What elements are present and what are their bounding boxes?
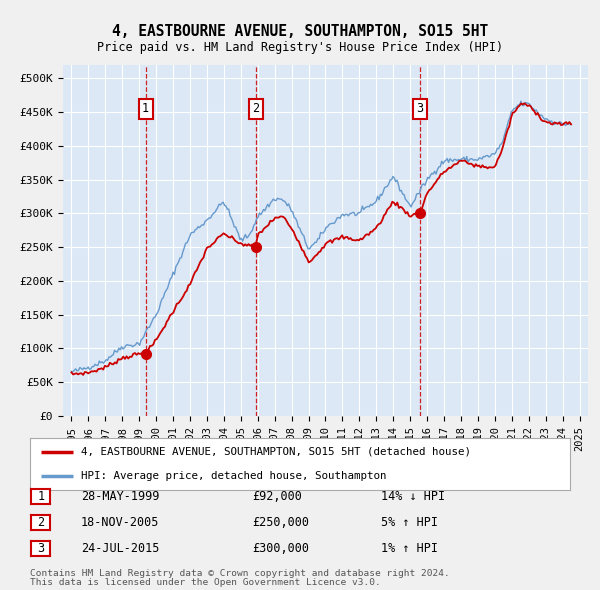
- Text: 4, EASTBOURNE AVENUE, SOUTHAMPTON, SO15 5HT: 4, EASTBOURNE AVENUE, SOUTHAMPTON, SO15 …: [112, 24, 488, 38]
- Text: 28-MAY-1999: 28-MAY-1999: [81, 490, 160, 503]
- Text: HPI: Average price, detached house, Southampton: HPI: Average price, detached house, Sout…: [82, 471, 387, 481]
- Text: 24-JUL-2015: 24-JUL-2015: [81, 542, 160, 555]
- Text: 5% ↑ HPI: 5% ↑ HPI: [381, 516, 438, 529]
- Text: 3: 3: [37, 542, 44, 555]
- Text: 1: 1: [37, 490, 44, 503]
- Text: 1% ↑ HPI: 1% ↑ HPI: [381, 542, 438, 555]
- Text: Price paid vs. HM Land Registry's House Price Index (HPI): Price paid vs. HM Land Registry's House …: [97, 41, 503, 54]
- Text: £250,000: £250,000: [252, 516, 309, 529]
- Text: 2: 2: [37, 516, 44, 529]
- Text: Contains HM Land Registry data © Crown copyright and database right 2024.: Contains HM Land Registry data © Crown c…: [30, 569, 450, 578]
- Text: 18-NOV-2005: 18-NOV-2005: [81, 516, 160, 529]
- Text: £92,000: £92,000: [252, 490, 302, 503]
- Text: 3: 3: [416, 102, 423, 115]
- Text: 2: 2: [252, 102, 259, 115]
- Text: £300,000: £300,000: [252, 542, 309, 555]
- Text: This data is licensed under the Open Government Licence v3.0.: This data is licensed under the Open Gov…: [30, 578, 381, 587]
- Text: 4, EASTBOURNE AVENUE, SOUTHAMPTON, SO15 5HT (detached house): 4, EASTBOURNE AVENUE, SOUTHAMPTON, SO15 …: [82, 447, 472, 457]
- Text: 1: 1: [142, 102, 149, 115]
- Text: 14% ↓ HPI: 14% ↓ HPI: [381, 490, 445, 503]
